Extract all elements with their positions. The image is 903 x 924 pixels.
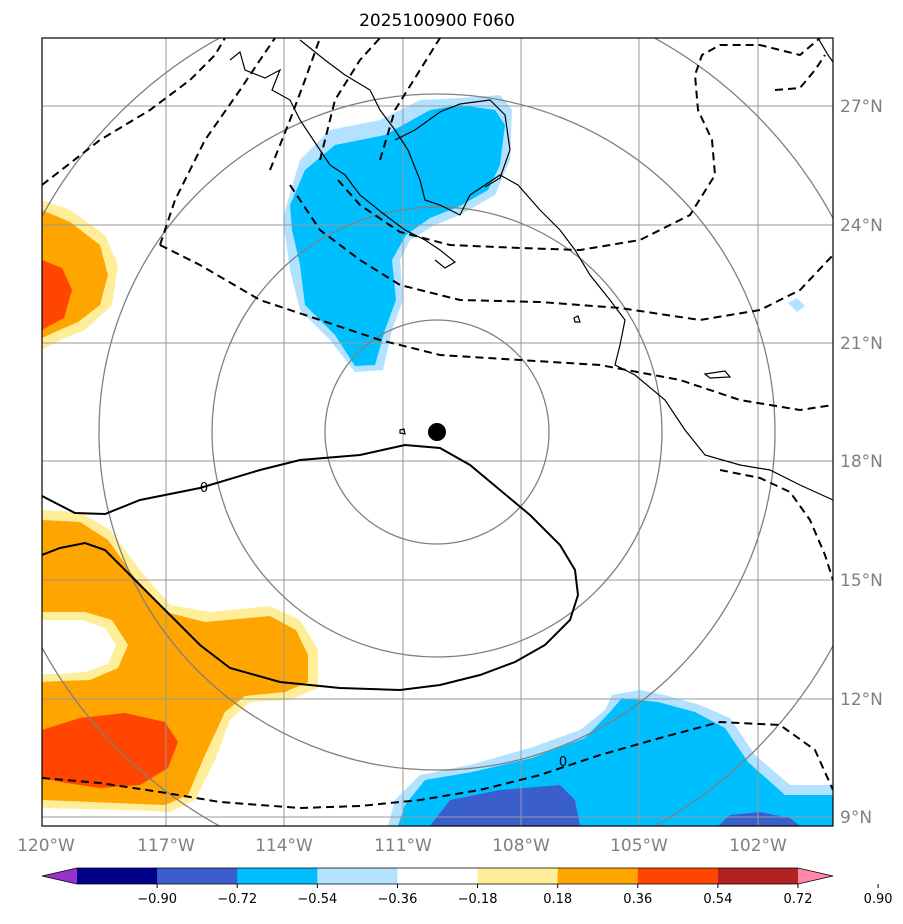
colorbar-segment [397,868,479,884]
dashed-contours [42,38,833,810]
lat-label: 27°N [840,97,883,117]
map-title: 2025100900 F060 [359,11,515,31]
storm-center-marker [428,423,446,441]
lon-label: 108°W [492,836,550,856]
graticule [42,38,833,826]
longitude-labels: 120°W 117°W 114°W 111°W 108°W 105°W 102°… [17,836,787,856]
colorbar-tick-label: 0.18 [543,892,572,907]
contour-label-2: 0 [559,755,567,770]
colorbar-tick-label: −0.36 [378,892,418,907]
colorbar-extend-low [42,868,77,884]
colorbar-tick-label: 0.54 [703,892,732,907]
latitude-labels: 27°N 24°N 21°N 18°N 15°N 12°N 9°N [840,97,883,828]
colorbar-tick-label: 0.72 [784,892,813,907]
map-area: 0 0 [42,38,833,826]
contour-label-1: 0 [200,481,208,496]
colorbar-segment [477,868,559,884]
colorbar-outline [41,867,834,885]
colorbar-tick-label: −0.90 [137,892,177,907]
colorbar-segment [717,868,799,884]
colorbar-tick-label: −0.54 [297,892,337,907]
lon-label: 105°W [610,836,668,856]
colorbar-tick-label: 0.90 [864,892,893,907]
colorbar-tick-label: −0.18 [458,892,498,907]
lat-label: 15°N [840,571,883,591]
lon-label: 114°W [255,836,313,856]
colorbar-segment [237,868,318,884]
lon-label: 111°W [374,836,432,856]
colorbar-tick-label: 0.36 [623,892,652,907]
shaded-field [42,95,833,826]
colorbar-extend-high [798,868,833,884]
lat-label: 21°N [840,334,883,354]
colorbar-segment [557,868,639,884]
lat-label: 18°N [840,452,883,472]
lat-label: 12°N [840,690,883,710]
map-frame [41,37,834,827]
coastline [229,38,833,501]
colorbar-segment [317,868,398,884]
lat-label: 9°N [840,808,872,828]
zero-contour [42,443,580,692]
lon-label: 102°W [729,836,787,856]
colorbar-segment [157,868,238,884]
colorbar-segment [77,868,158,884]
lon-label: 117°W [137,836,195,856]
colorbar-segment [637,868,719,884]
lat-label: 24°N [840,216,883,236]
lon-label: 120°W [17,836,75,856]
colorbar: −0.90 −0.72 −0.54 −0.36 −0.18 0.18 0.36 0.54 0.7… [41,867,893,907]
colorbar-tick-label: −0.72 [217,892,257,907]
range-rings [42,38,833,826]
